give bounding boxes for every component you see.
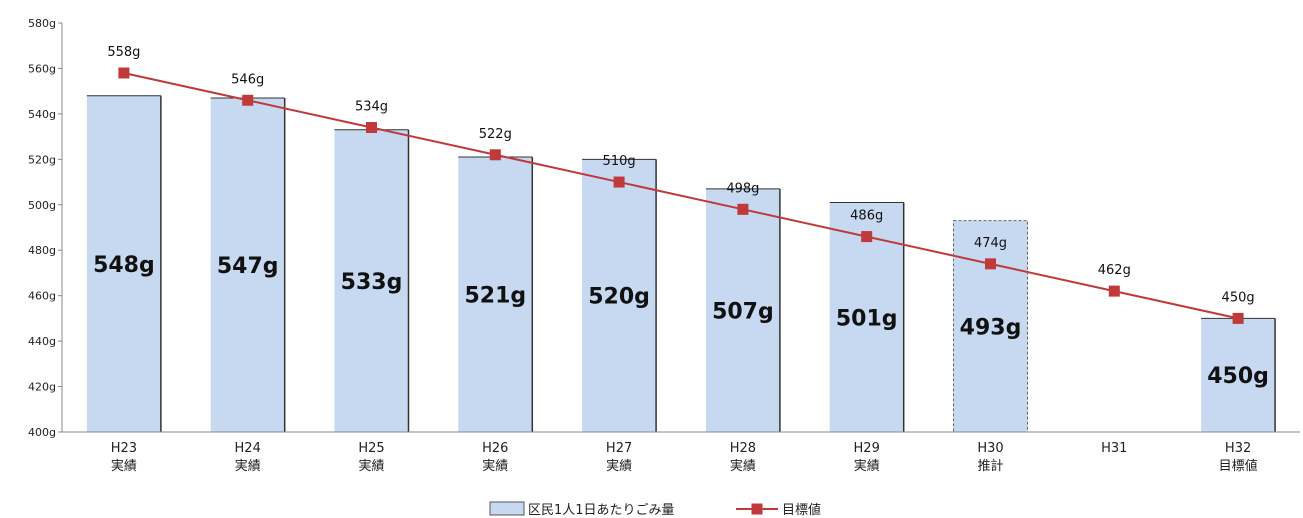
bar (86, 95, 161, 432)
y-tick-label: 560g (28, 62, 56, 75)
target-marker (613, 176, 625, 188)
x-tick-status-label: 実績 (730, 458, 756, 474)
target-marker (1232, 312, 1244, 324)
target-value-label: 522g (479, 127, 512, 142)
target-marker (737, 203, 749, 215)
target-marker (366, 122, 377, 134)
target-value-label: 474g (974, 236, 1007, 251)
x-tick-label: H31 (1101, 441, 1127, 456)
target-line-series (118, 67, 1244, 324)
target-marker (985, 258, 996, 270)
x-tick-status-label: 実績 (606, 458, 632, 474)
x-tick-label: H32 (1225, 441, 1251, 456)
legend-bar-swatch (489, 501, 525, 516)
target-value-label: 510g (603, 154, 636, 169)
target-marker (242, 94, 254, 106)
x-tick-status-label: 実績 (111, 458, 137, 474)
target-value-labels: 558g 546g 534g 522g 510g 498g 486g 474g 462g 450g (107, 45, 1254, 305)
target-marker (861, 231, 873, 243)
legend-bar-label: 区民1人1日あたりごみ量 (528, 502, 675, 518)
bar (1201, 318, 1276, 432)
bar (582, 159, 657, 433)
x-tick-label: H23 (111, 441, 137, 456)
bar-value-labels: 548g 547g 533g 521g 520g 507g 501g 493g 450g (93, 253, 1269, 389)
bar-value-label: 521g (464, 284, 526, 309)
x-tick-status-label: 実績 (854, 458, 880, 474)
bar-value-label: 548g (93, 253, 155, 278)
y-tick-label: 580g (28, 17, 56, 30)
bar-value-label: 533g (341, 270, 403, 295)
y-tick-label: 400g (28, 426, 56, 439)
x-tick-status-label: 実績 (235, 458, 261, 474)
bar (458, 157, 533, 433)
target-value-label: 558g (107, 45, 140, 60)
target-value-label: 498g (726, 181, 759, 196)
target-line (123, 72, 1239, 320)
y-tick-label: 480g (28, 244, 56, 257)
target-value-label: 450g (1222, 290, 1255, 305)
legend-line-marker (751, 503, 763, 515)
x-tick-status-label: 実績 (482, 458, 508, 474)
x-tick-label: H28 (730, 441, 756, 456)
target-marker (118, 67, 130, 79)
bar-value-label: 520g (588, 285, 650, 310)
y-tick-label: 440g (28, 335, 56, 348)
target-value-label: 486g (850, 209, 883, 224)
x-axis: H23 実績 H24 実績 H25 実績 H26 実績 H27 実績 H28 実績 H29 実績 H30 推計… (62, 431, 1300, 474)
target-marker (489, 149, 501, 161)
x-tick-label: H27 (606, 441, 632, 456)
x-tick-label: H29 (854, 441, 880, 456)
x-tick-label: H26 (482, 441, 508, 456)
x-tick-label: H25 (358, 441, 384, 456)
bar-series (86, 95, 1276, 433)
bar-value-label: 450g (1207, 364, 1269, 389)
legend: 区民1人1日あたりごみ量 目標値 (489, 501, 821, 518)
y-tick-label: 540g (28, 108, 56, 121)
x-tick-status-label: 実績 (358, 458, 384, 474)
y-axis: 400g 420g 440g 460g 480g 500g 520g 540g 560g 580g (28, 17, 63, 439)
bar-value-label: 547g (217, 254, 279, 279)
bar (334, 129, 409, 433)
y-tick-label: 500g (28, 199, 56, 212)
bar-value-label: 507g (712, 299, 774, 324)
bar (705, 188, 780, 432)
y-tick-label: 520g (28, 153, 56, 166)
bar-value-label: 493g (960, 315, 1022, 340)
target-value-label: 534g (355, 100, 388, 115)
bar-value-label: 501g (836, 306, 898, 331)
x-tick-status-label: 推計 (977, 458, 1003, 474)
target-marker (1108, 285, 1120, 297)
target-value-label: 462g (1098, 263, 1131, 278)
x-tick-label: H24 (235, 441, 261, 456)
legend-line-label: 目標値 (782, 502, 821, 518)
y-tick-label: 420g (28, 381, 56, 394)
y-tick-label: 460g (28, 290, 56, 303)
x-tick-label: H30 (977, 441, 1003, 456)
target-value-label: 546g (231, 72, 264, 87)
bar (210, 97, 285, 432)
x-tick-status-label: 目標値 (1219, 458, 1258, 474)
